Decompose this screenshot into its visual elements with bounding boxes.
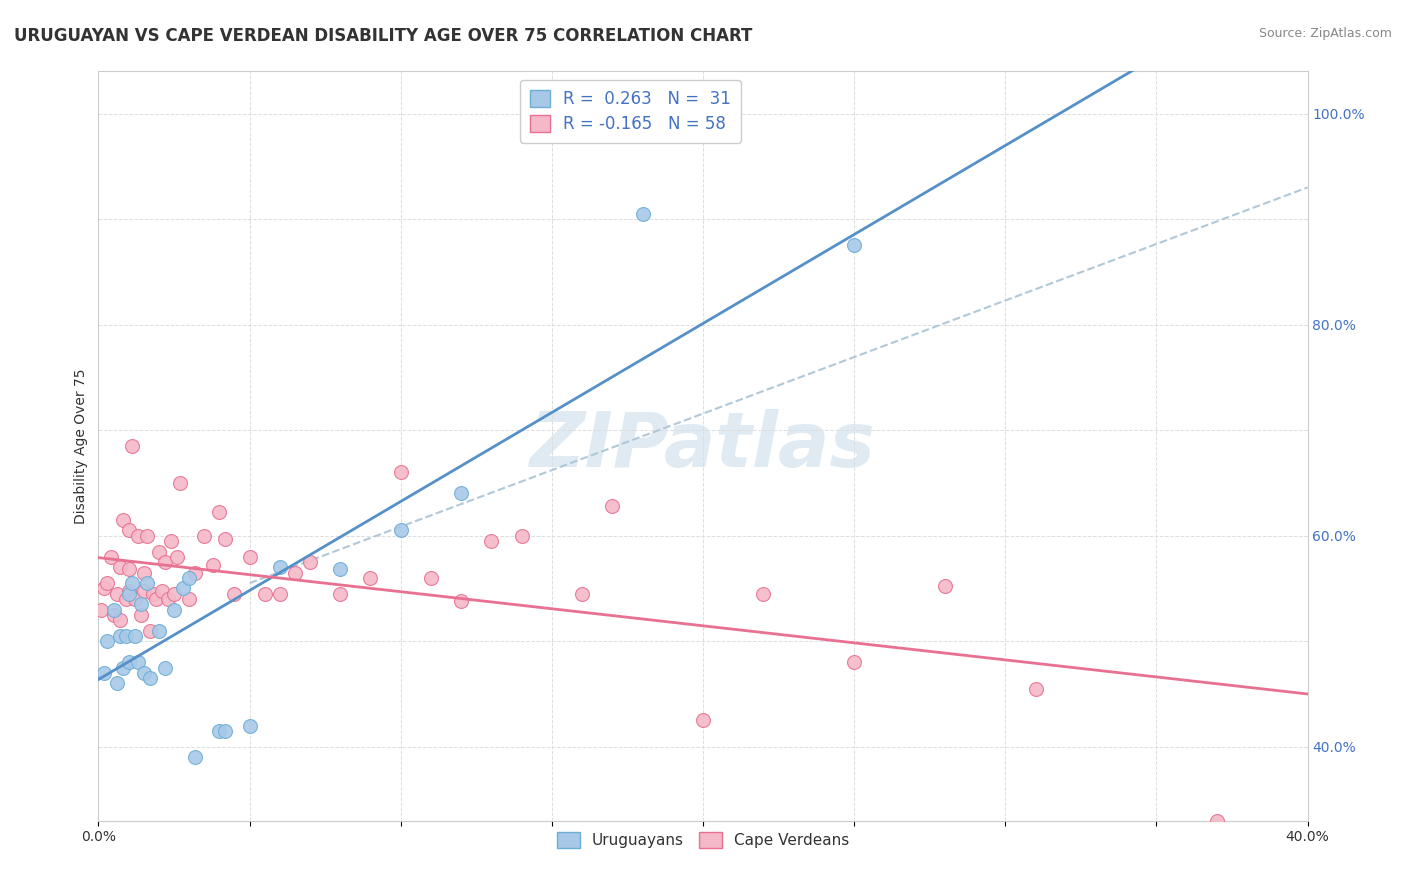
Point (752, 587, 775, 601)
Text: Source: ZipAtlas.com: Source: ZipAtlas.com (1258, 27, 1392, 40)
Point (90, 602, 112, 616)
Point (118, 524, 141, 538)
Point (602, 499, 624, 513)
Point (114, 592, 136, 607)
Point (139, 624, 162, 638)
Point (299, 555, 322, 569)
Point (142, 587, 165, 601)
Point (163, 587, 186, 601)
Point (153, 660, 176, 674)
Point (105, 676, 128, 690)
Point (571, 587, 593, 601)
Point (481, 533, 503, 548)
Point (239, 549, 262, 564)
Point (389, 524, 412, 538)
Point (184, 750, 207, 764)
Point (389, 466, 412, 480)
Point (360, 571, 382, 585)
Point (108, 613, 131, 627)
Legend: Uruguayans, Cape Verdeans: Uruguayans, Cape Verdeans (551, 826, 855, 855)
Point (179, 571, 201, 585)
Point (114, 629, 136, 643)
Point (127, 656, 149, 670)
Point (253, 587, 276, 601)
Point (202, 558, 225, 573)
Point (148, 544, 170, 558)
Point (450, 486, 472, 500)
Point (224, 587, 246, 601)
Point (105, 587, 128, 601)
Point (510, 529, 533, 543)
Point (118, 656, 141, 670)
Point (124, 592, 146, 607)
Point (239, 719, 262, 733)
Point (127, 529, 149, 543)
Point (111, 660, 134, 674)
Point (166, 549, 188, 564)
Point (121, 439, 143, 453)
Point (108, 629, 131, 643)
Point (1206, 814, 1229, 828)
Point (118, 587, 141, 601)
Point (184, 566, 207, 580)
Point (100, 549, 122, 564)
Point (284, 566, 307, 580)
Point (450, 594, 472, 608)
Point (118, 562, 141, 576)
Point (124, 629, 146, 643)
Point (96, 634, 118, 648)
Y-axis label: Disability Age Over 75: Disability Age Over 75 (75, 368, 89, 524)
Point (135, 529, 157, 543)
Point (103, 602, 125, 616)
Point (208, 506, 231, 520)
Point (153, 555, 176, 569)
Point (214, 723, 236, 738)
Point (132, 665, 155, 680)
Point (150, 583, 173, 598)
Point (269, 560, 291, 574)
Point (111, 513, 134, 527)
Point (163, 602, 186, 616)
Point (129, 607, 152, 622)
Point (132, 566, 155, 580)
Text: ZIPatlas: ZIPatlas (530, 409, 876, 483)
Point (329, 587, 352, 601)
Point (145, 592, 167, 607)
Point (132, 583, 155, 598)
Point (214, 532, 236, 546)
Point (108, 560, 131, 574)
Point (631, 207, 654, 221)
Point (179, 592, 201, 607)
Point (1024, 681, 1046, 696)
Point (139, 671, 162, 685)
Point (329, 562, 352, 576)
Point (269, 587, 291, 601)
Point (420, 571, 443, 585)
Point (121, 576, 143, 591)
Point (193, 529, 215, 543)
Point (93, 665, 115, 680)
Point (844, 238, 866, 252)
Point (148, 624, 170, 638)
Point (844, 656, 866, 670)
Point (93, 582, 115, 596)
Point (160, 533, 183, 548)
Point (169, 475, 191, 490)
Point (135, 576, 157, 591)
Point (692, 714, 714, 728)
Point (129, 597, 152, 611)
Point (172, 582, 194, 596)
Point (118, 583, 141, 598)
Point (208, 723, 231, 738)
Point (103, 607, 125, 622)
Text: URUGUAYAN VS CAPE VERDEAN DISABILITY AGE OVER 75 CORRELATION CHART: URUGUAYAN VS CAPE VERDEAN DISABILITY AGE… (14, 27, 752, 45)
Point (934, 579, 956, 593)
Point (96, 576, 118, 591)
Point (156, 592, 179, 607)
